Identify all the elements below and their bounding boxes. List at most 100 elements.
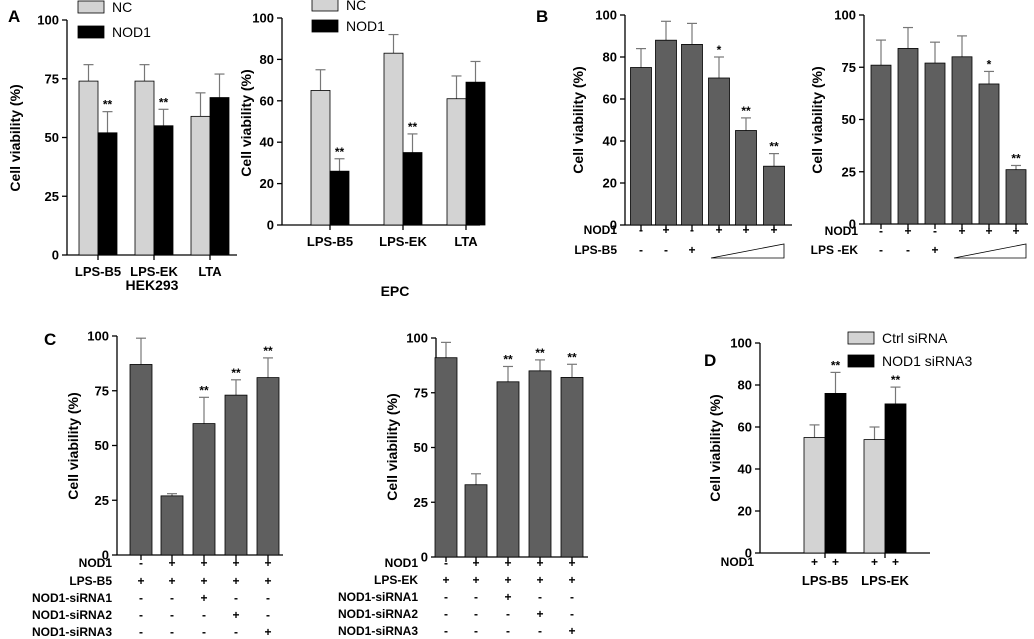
c2-row-2-sign-2: + xyxy=(504,590,511,604)
b2-ytick-label-4: 100 xyxy=(834,8,856,23)
a1-bar-nod1-2 xyxy=(209,97,230,256)
c1-ytick-label-3: 75 xyxy=(95,383,109,398)
c2-row-label-2: NOD1-siRNA1 xyxy=(338,590,418,604)
c2-ytick-label-0: 0 xyxy=(421,550,428,565)
a2-legend-label-0: NC xyxy=(346,0,366,13)
c2-row-2-sign-4: - xyxy=(570,590,574,604)
b1-dose-gradient-wedge xyxy=(710,243,785,259)
c1-row-label-0: NOD1 xyxy=(79,556,113,570)
d-legend-label-1: NOD1 siRNA3 xyxy=(882,353,972,369)
c1-bar-4 xyxy=(256,377,280,556)
d-row-0-sign-3: + xyxy=(892,555,899,569)
c1-row-1-sign-3: + xyxy=(232,574,239,588)
c1-row-1-sign-4: + xyxy=(264,574,271,588)
a1-bar-nc-1 xyxy=(134,80,155,256)
b2-row-1-sign-2: + xyxy=(931,243,938,257)
b1-bar-5-significance: ** xyxy=(769,140,779,154)
a2-bar-nc-1 xyxy=(383,52,404,226)
c1-row-4-sign-1: - xyxy=(170,625,174,639)
a1-ytick-label-1: 25 xyxy=(45,189,59,204)
c1-ytick-label-2: 50 xyxy=(95,438,109,453)
c2-bar-4 xyxy=(560,377,584,558)
a1-bar-nod1-1-significance: ** xyxy=(159,95,169,109)
b2-bar-0 xyxy=(870,64,892,225)
a1-bar-nod1-0-significance: ** xyxy=(103,98,113,112)
c2-ylabel: Cell viability (%) xyxy=(384,393,400,500)
c2-row-4-sign-3: - xyxy=(538,624,542,638)
c2-row-0-sign-0: - xyxy=(444,556,448,570)
a2-ytick-label-5: 100 xyxy=(252,11,274,26)
a2-ytick-label-1: 20 xyxy=(260,176,274,191)
c1-row-0-sign-3: + xyxy=(232,556,239,570)
b1-bar-4-significance: ** xyxy=(741,104,751,118)
c1-row-1-sign-2: + xyxy=(200,574,207,588)
c1-ytick-label-1: 25 xyxy=(95,493,109,508)
b1-ylabel: Cell viability (%) xyxy=(570,66,586,173)
b1-bar-4 xyxy=(735,130,757,226)
b2-bar-1 xyxy=(897,48,919,225)
c2-row-4-sign-4: + xyxy=(568,624,575,638)
d-ytick-label-3: 60 xyxy=(738,420,752,435)
b2-row-label-0: NOD1 xyxy=(825,224,859,238)
c2-bar-0 xyxy=(434,357,458,558)
c2-row-label-0: NOD1 xyxy=(385,556,419,570)
c1-row-1-sign-1: + xyxy=(168,574,175,588)
b2-row-1-sign-0: - xyxy=(879,243,883,257)
b1-ytick-label-2: 40 xyxy=(603,134,617,149)
c2-row-2-sign-1: - xyxy=(474,590,478,604)
b2-row-0-sign-0: - xyxy=(879,224,883,238)
c1-row-3-sign-0: - xyxy=(139,608,143,622)
c2-row-0-sign-4: + xyxy=(568,556,575,570)
d-row-label-0: NOD1 xyxy=(721,555,755,569)
b2-bar-4 xyxy=(978,83,1000,225)
c2-row-4-sign-0: - xyxy=(444,624,448,638)
b2-bar-5-significance: ** xyxy=(1011,151,1021,165)
a1-legend-swatch-1 xyxy=(77,25,105,39)
c2-row-3-sign-1: - xyxy=(474,607,478,621)
b2-row-1-sign-1: - xyxy=(906,243,910,257)
c2-bar-2 xyxy=(496,381,520,558)
c1-bar-2-significance: ** xyxy=(199,383,209,397)
a1-ytick-label-0: 0 xyxy=(52,248,59,263)
c2-bar-2-significance: ** xyxy=(503,352,513,366)
c1-bar-3 xyxy=(224,394,248,556)
c1-row-0-sign-4: + xyxy=(264,556,271,570)
a1-xlabel: HEK293 xyxy=(126,277,179,293)
b2-bar-4-significance: * xyxy=(987,57,992,71)
c1-row-0-sign-1: + xyxy=(168,556,175,570)
a1-legend-swatch-0 xyxy=(77,0,105,14)
a2-ytick-label-2: 40 xyxy=(260,135,274,150)
c2-row-0-sign-2: + xyxy=(504,556,511,570)
a2-bar-nc-2 xyxy=(446,98,467,226)
b1-ytick-label-1: 20 xyxy=(603,176,617,191)
a1-bar-nod1-1 xyxy=(153,125,174,256)
c1-row-label-3: NOD1-siRNA2 xyxy=(32,608,112,622)
c1-row-4-sign-3: - xyxy=(234,625,238,639)
a2-ytick-label-0: 0 xyxy=(267,218,274,233)
c2-row-3-sign-4: - xyxy=(570,607,574,621)
c1-row-2-sign-1: - xyxy=(170,591,174,605)
d-bar-ctrl-sirna-0 xyxy=(803,437,826,554)
d-bar-nod1-sirna3-0-significance: ** xyxy=(831,358,841,372)
a1-bar-nc-0 xyxy=(78,80,99,256)
b2-row-0-sign-5: + xyxy=(1012,224,1019,238)
c1-ytick-label-4: 100 xyxy=(87,329,109,344)
a2-bar-nod1-1-significance: ** xyxy=(408,120,418,134)
b2-ytick-label-0: 0 xyxy=(849,217,856,232)
c2-bar-3 xyxy=(528,370,552,558)
d-row-0-sign-0: + xyxy=(811,555,818,569)
c1-row-label-2: NOD1-siRNA1 xyxy=(32,591,112,605)
d-bar-ctrl-sirna-1 xyxy=(863,439,886,554)
a1-category-label-0: LPS-B5 xyxy=(75,264,121,279)
c2-row-2-sign-0: - xyxy=(444,590,448,604)
d-bar-nod1-sirna3-0 xyxy=(824,392,847,554)
a1-legend-label-0: NC xyxy=(112,0,132,15)
a2-bar-nod1-0 xyxy=(329,170,350,226)
c2-row-1-sign-3: + xyxy=(536,573,543,587)
b1-row-0-sign-1: + xyxy=(662,223,669,237)
b1-row-label-0: NOD1 xyxy=(584,223,618,237)
d-legend-swatch-1 xyxy=(847,354,875,368)
c1-bar-1 xyxy=(160,495,184,556)
c1-bar-4-significance: ** xyxy=(263,344,273,358)
